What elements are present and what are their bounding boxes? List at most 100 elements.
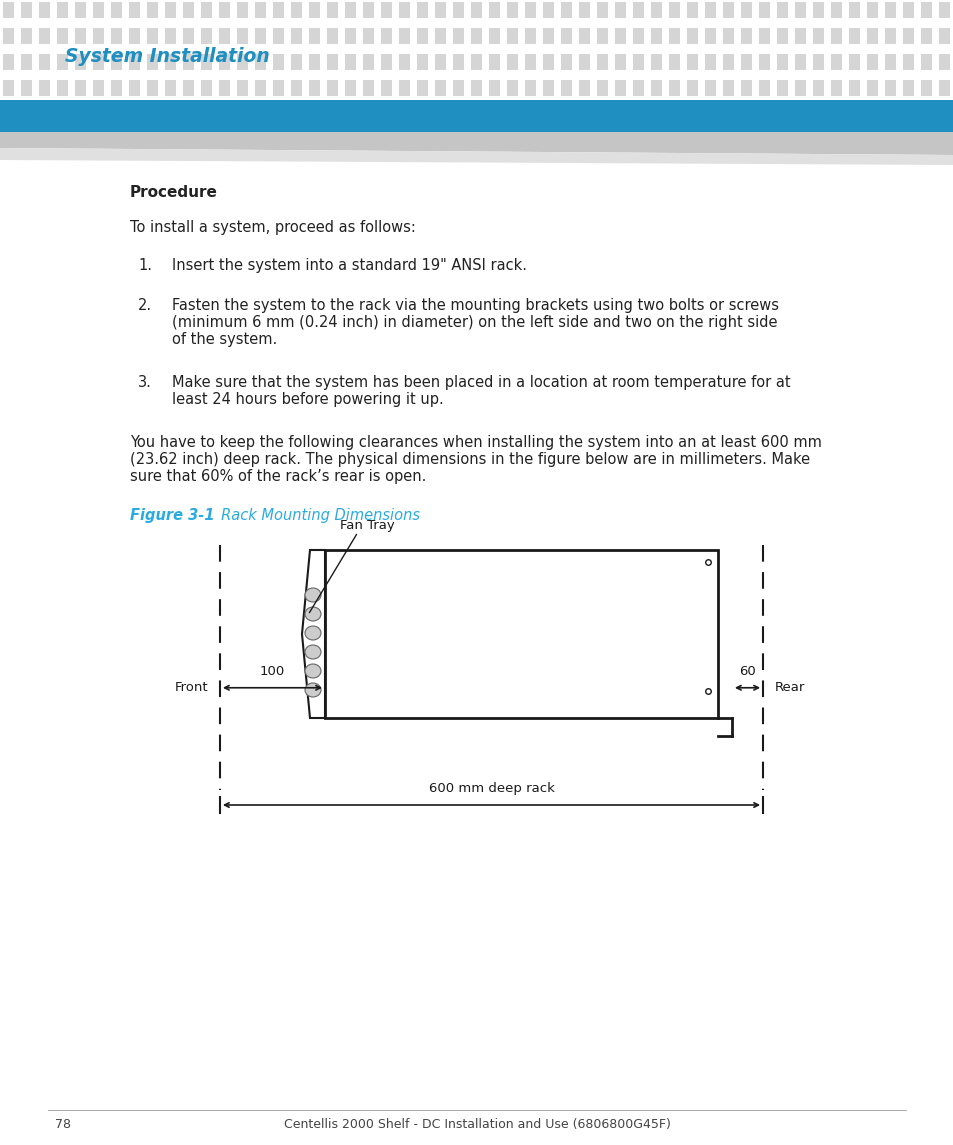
Text: 3.: 3. (138, 376, 152, 390)
Bar (0, 100, 953, 132)
Bar (704, 54, 716, 70)
Bar (327, 80, 337, 96)
Bar (902, 27, 913, 44)
Bar (615, 27, 625, 44)
Bar (686, 2, 698, 18)
Bar (650, 80, 661, 96)
Bar (722, 54, 733, 70)
Text: Centellis 2000 Shelf - DC Installation and Use (6806800G45F): Centellis 2000 Shelf - DC Installation a… (283, 1118, 670, 1131)
Bar (633, 54, 643, 70)
Bar (884, 54, 895, 70)
Text: (minimum 6 mm (0.24 inch) in diameter) on the left side and two on the right sid: (minimum 6 mm (0.24 inch) in diameter) o… (172, 315, 777, 330)
Bar (111, 27, 122, 44)
Bar (147, 54, 158, 70)
Bar (147, 80, 158, 96)
Text: Procedure: Procedure (130, 185, 217, 200)
Bar (254, 27, 266, 44)
Bar (398, 80, 410, 96)
Bar (830, 80, 841, 96)
Bar (471, 27, 481, 44)
Bar (489, 2, 499, 18)
Bar (668, 80, 679, 96)
Bar (812, 2, 823, 18)
Bar (147, 27, 158, 44)
Bar (920, 2, 931, 18)
Bar (633, 27, 643, 44)
Bar (578, 27, 589, 44)
Bar (597, 2, 607, 18)
Bar (327, 54, 337, 70)
Bar (578, 54, 589, 70)
Text: Front: Front (174, 681, 208, 694)
Bar (686, 80, 698, 96)
Bar (560, 27, 572, 44)
Bar (902, 80, 913, 96)
Bar (722, 2, 733, 18)
Bar (759, 27, 769, 44)
Bar (236, 80, 248, 96)
Bar (633, 2, 643, 18)
Bar (57, 2, 68, 18)
Bar (129, 2, 140, 18)
Bar (812, 80, 823, 96)
Text: Fasten the system to the rack via the mounting brackets using two bolts or screw: Fasten the system to the rack via the mo… (172, 298, 779, 313)
Bar (812, 27, 823, 44)
Bar (506, 54, 517, 70)
Bar (489, 27, 499, 44)
Bar (165, 2, 175, 18)
Bar (165, 54, 175, 70)
Bar (21, 54, 32, 70)
Bar (345, 80, 355, 96)
Bar (542, 27, 554, 44)
Bar (866, 80, 877, 96)
Bar (201, 80, 212, 96)
Bar (938, 80, 949, 96)
Bar (848, 27, 859, 44)
Bar (39, 27, 50, 44)
Bar (524, 54, 536, 70)
Bar (92, 27, 104, 44)
Bar (309, 2, 319, 18)
Bar (776, 2, 787, 18)
Bar (111, 2, 122, 18)
Bar (704, 27, 716, 44)
Bar (920, 80, 931, 96)
Text: sure that 60% of the rack’s rear is open.: sure that 60% of the rack’s rear is open… (130, 469, 426, 484)
Bar (92, 2, 104, 18)
Bar (398, 27, 410, 44)
Text: Insert the system into a standard 19" ANSI rack.: Insert the system into a standard 19" AN… (172, 258, 526, 273)
Bar (57, 27, 68, 44)
Bar (524, 27, 536, 44)
Bar (236, 27, 248, 44)
Bar (650, 2, 661, 18)
Bar (75, 54, 86, 70)
Bar (776, 54, 787, 70)
Bar (111, 80, 122, 96)
Text: 60: 60 (739, 665, 755, 678)
Bar (542, 54, 554, 70)
Bar (615, 54, 625, 70)
Text: System Installation: System Installation (65, 47, 270, 66)
Bar (165, 80, 175, 96)
Bar (129, 54, 140, 70)
Bar (524, 80, 536, 96)
Bar (327, 27, 337, 44)
Bar (920, 54, 931, 70)
Bar (597, 27, 607, 44)
Bar (471, 80, 481, 96)
Bar (794, 2, 805, 18)
Bar (291, 2, 302, 18)
Bar (219, 80, 230, 96)
Bar (183, 2, 193, 18)
Ellipse shape (305, 626, 320, 640)
Polygon shape (0, 148, 953, 165)
Bar (254, 2, 266, 18)
Bar (830, 2, 841, 18)
Bar (380, 80, 392, 96)
Bar (254, 80, 266, 96)
Text: Figure 3-1: Figure 3-1 (130, 508, 214, 523)
Polygon shape (302, 550, 325, 718)
Bar (3, 80, 14, 96)
Bar (759, 2, 769, 18)
Bar (147, 2, 158, 18)
